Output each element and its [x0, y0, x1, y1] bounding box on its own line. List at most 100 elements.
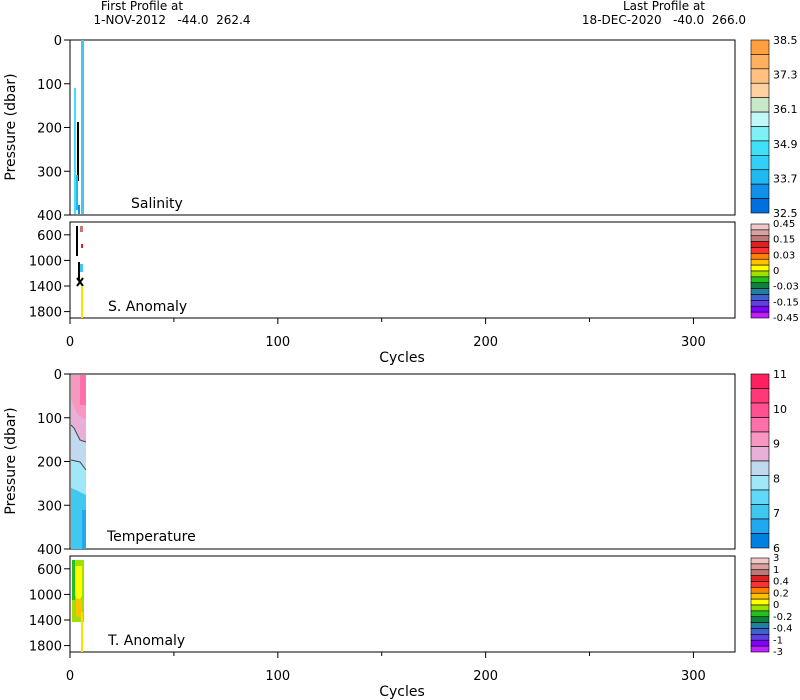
s-anomaly-x-tick-label: 100: [265, 335, 290, 350]
salinity-colorbar-label: 37.3: [773, 69, 798, 82]
s-anomaly-plot-frame: [69, 221, 736, 319]
s-anomaly-colorbar-label: -0.15: [773, 297, 799, 308]
t-anomaly-colorbar-label: -3: [773, 647, 783, 658]
t-anomaly-colorbar-label: 1: [773, 565, 779, 576]
s-anomaly-y-tick-label: 1000: [29, 254, 62, 269]
x-axis-label-bottom: Cycles: [379, 684, 425, 700]
s-anomaly-colorbar-swatch: [750, 311, 770, 319]
temperature-contour-1: [70, 424, 87, 443]
temperature-colorbar-swatch: [750, 417, 770, 433]
salinity-colorbar-swatch: [750, 54, 770, 70]
salinity-colorbar-swatch: [750, 82, 770, 98]
s-anomaly-colorbar-swatch: [750, 276, 770, 284]
salinity-y-tick-label: 300: [37, 165, 62, 180]
axes: 0 100 200 300 400 600 1000 1400 1800 0 100 200 300 0 1…: [29, 34, 706, 684]
t-anomaly-colorbar-swatch: [750, 628, 770, 635]
temperature-contour-2: [70, 459, 87, 471]
salinity-profile-5: [78, 205, 80, 214]
salinity-plot-frame: [69, 39, 736, 216]
colorbars: 38.537.336.134.933.732.50.450.150.030-0.…: [750, 34, 799, 658]
t-anomaly-data: [72, 560, 84, 652]
temperature-colorbar-swatch: [750, 402, 770, 418]
s-anomaly-mark-2: [80, 226, 83, 232]
temperature-colorbar-swatch: [750, 489, 770, 505]
temperature-y-tick-label: 400: [37, 543, 62, 558]
salinity-profile-3: [81, 40, 84, 214]
salinity-profile-1: [74, 88, 76, 214]
s-anomaly-mark-4: [78, 262, 80, 280]
t-anomaly-y-tick-label: 1400: [29, 614, 62, 629]
salinity-colorbar-label: 32.5: [773, 207, 798, 220]
temperature-panel-label: Temperature: [106, 529, 196, 545]
temperature-data: [70, 375, 87, 549]
temperature-colorbar-label: 8: [773, 472, 780, 485]
s-anomaly-colorbar-label: -0.03: [773, 282, 799, 293]
temperature-colorbar-label: 6: [773, 542, 780, 555]
t-anomaly-y-tick-label: 600: [37, 563, 62, 578]
salinity-colorbar-swatch: [750, 183, 770, 199]
temperature-profile-warm: [80, 375, 86, 405]
temperature-colorbar-swatch: [750, 460, 770, 476]
s-anomaly-colorbar-swatch: [750, 258, 770, 266]
t-anomaly-patch-1: [74, 566, 82, 602]
salinity-colorbar-swatch: [750, 39, 770, 55]
temperature-colorbar-label: 11: [773, 368, 787, 381]
s-anomaly-mark-7: [81, 286, 83, 318]
temperature-colorbar-swatch: [750, 373, 770, 389]
s-anomaly-mark-5: [80, 264, 83, 272]
temperature-profile-deep: [82, 510, 86, 549]
salinity-colorbar-swatch: [750, 97, 770, 113]
salinity-panel-label: Salinity: [131, 196, 183, 212]
t-anomaly-colorbar-swatch: [750, 645, 770, 653]
t-anomaly-colorbar-label: 0.4: [773, 577, 789, 588]
salinity-y-tick-label: 400: [37, 209, 62, 224]
t-anomaly-colorbar-label: 3: [773, 553, 779, 564]
t-anomaly-colorbar-swatch: [750, 569, 770, 576]
t-anomaly-colorbar-swatch: [750, 610, 770, 618]
s-anomaly-mark-3: [81, 244, 83, 248]
t-anomaly-x-tick-label: 100: [265, 669, 290, 684]
s-anomaly-colorbar-swatch: [750, 253, 770, 260]
salinity-colorbar-label: 34.9: [773, 138, 798, 151]
temperature-colorbar-swatch: [750, 431, 770, 447]
t-anomaly-colorbar-swatch: [750, 592, 770, 600]
salinity-y-tick-label: 100: [37, 78, 62, 93]
s-anomaly-colorbar-label: -0.45: [773, 313, 799, 324]
s-anomaly-y-tick-label: 1800: [29, 306, 62, 321]
t-anomaly-colorbar-swatch: [750, 557, 770, 565]
s-anomaly-colorbar-label: 0.45: [773, 219, 795, 230]
s-anomaly-mark-6: [76, 277, 84, 287]
t-anomaly-x-tick-label: 300: [681, 669, 706, 684]
temperature-y-axis-label: Pressure (dbar): [3, 407, 19, 514]
s-anomaly-colorbar-swatch: [750, 264, 770, 272]
temperature-y-tick-label: 200: [37, 456, 62, 471]
temperature-y-tick-label: 300: [37, 499, 62, 514]
t-anomaly-colorbar-label: -0.4: [773, 624, 793, 635]
t-anomaly-colorbar-swatch: [750, 563, 770, 571]
t-anomaly-colorbar-label: -0.2: [773, 612, 793, 623]
t-anomaly-panel-label: T. Anomaly: [107, 633, 185, 649]
salinity-colorbar-swatch: [750, 169, 770, 185]
temperature-colorbar-label: 9: [773, 438, 780, 451]
salinity-colorbar-label: 36.1: [773, 103, 798, 116]
s-anomaly-mark-1: [76, 226, 78, 256]
t-anomaly-colorbar-swatch: [750, 634, 770, 641]
temperature-layer-mid: [71, 425, 86, 470]
salinity-colorbar-label: 38.5: [773, 34, 798, 47]
temperature-plot-frame: [69, 373, 736, 550]
s-anomaly-y-tick-label: 1400: [29, 280, 62, 295]
t-anomaly-patch-3: [72, 560, 75, 600]
salinity-colorbar-swatch: [750, 155, 770, 171]
t-anomaly-y-tick-label: 1000: [29, 588, 62, 603]
s-anomaly-colorbar-swatch: [750, 288, 770, 295]
temperature-colorbar-swatch: [750, 518, 770, 534]
salinity-y-tick-label: 0: [54, 34, 62, 49]
t-anomaly-x-tick-label: 0: [66, 669, 74, 684]
s-anomaly-x-tick-label: 0: [66, 335, 74, 350]
s-anomaly-colorbar-label: 0.03: [773, 250, 795, 261]
s-anomaly-data: [76, 226, 84, 318]
temperature-colorbar-swatch: [750, 388, 770, 404]
last-profile-line2: 18-DEC-2020 -40.0 266.0: [582, 13, 746, 27]
s-anomaly-x-tick-label: 200: [473, 335, 498, 350]
